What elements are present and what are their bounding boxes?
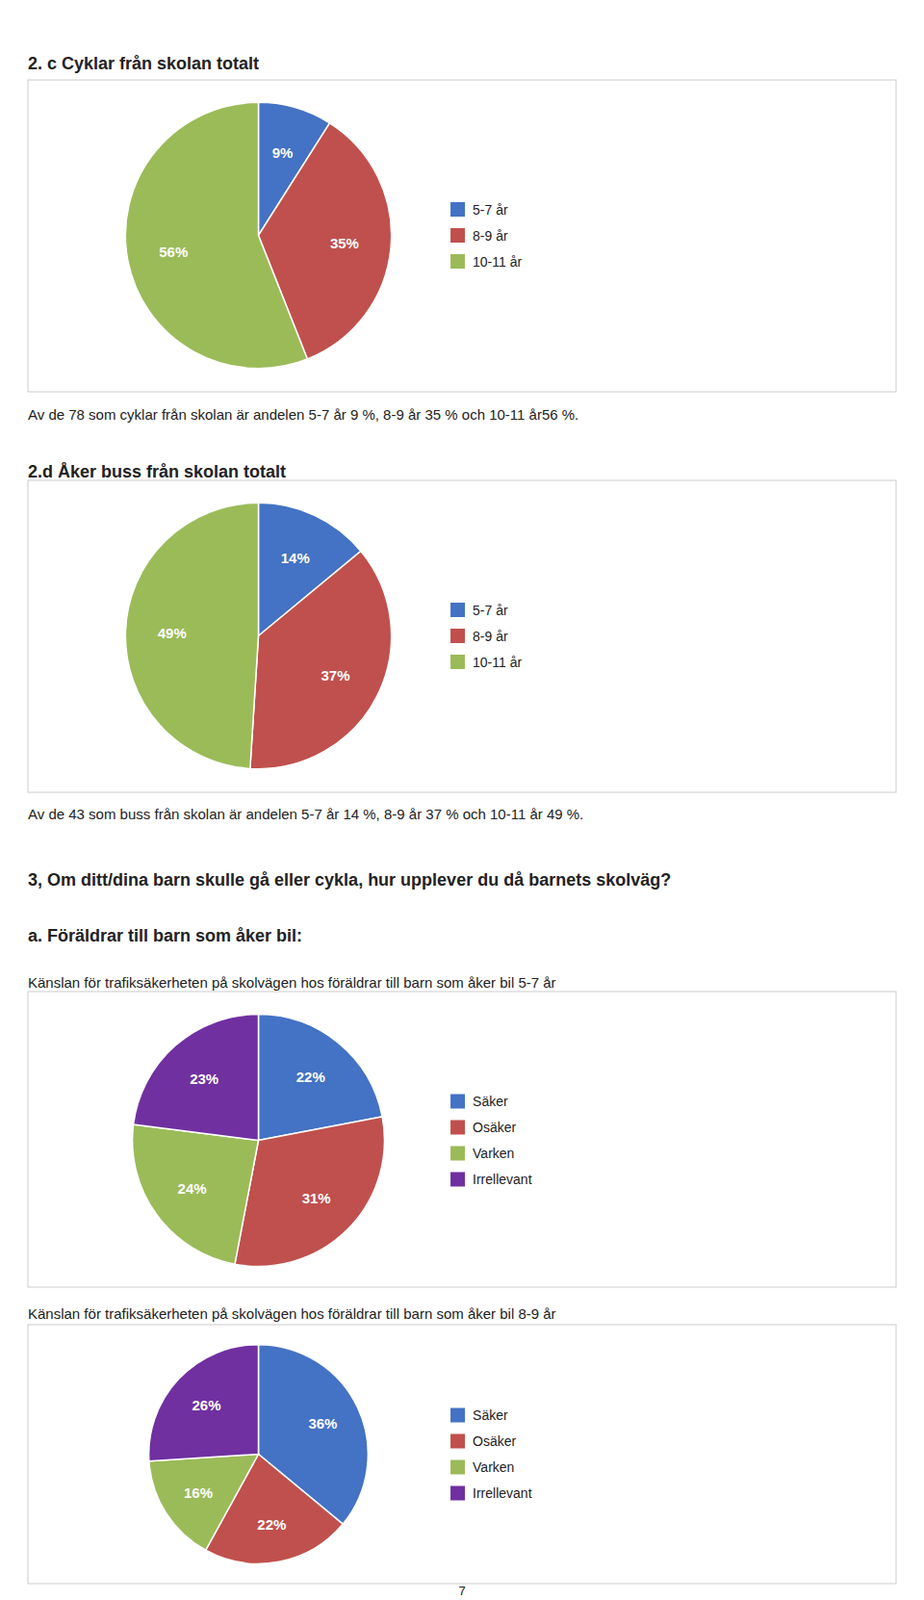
- pie-slices: [149, 1344, 369, 1565]
- legend-swatch: [450, 1434, 465, 1449]
- legend-swatch: [450, 1146, 465, 1161]
- legend-swatch: [450, 254, 465, 269]
- data-label: 24%: [178, 1180, 207, 1197]
- legend: Säker Osäker Varken Irrellevant: [450, 1093, 533, 1187]
- pie-slice: [149, 1344, 259, 1462]
- pie-slices: [125, 102, 391, 368]
- legend-swatch: [450, 654, 465, 669]
- data-label: 16%: [183, 1484, 213, 1501]
- legend-swatch: [450, 602, 465, 617]
- data-label: 26%: [192, 1396, 222, 1413]
- legend-label: 5-7 år: [472, 602, 509, 618]
- chart-frame: [27, 1324, 897, 1584]
- section-title: 2.d Åker buss från skolan totalt: [27, 462, 286, 482]
- legend-label: 5-7 år: [472, 202, 509, 218]
- chart-frame: [27, 480, 897, 793]
- legend-label: 8-9 år: [472, 628, 509, 644]
- legend-label: 8-9 år: [472, 228, 509, 244]
- legend-swatch: [450, 1408, 465, 1423]
- pie-slice: [132, 1124, 259, 1264]
- legend-label: Osäker: [472, 1119, 516, 1135]
- data-label: 9%: [272, 144, 294, 161]
- pie-slice: [149, 1454, 259, 1551]
- legend-label: Säker: [472, 1407, 509, 1423]
- legend: Säker Osäker Varken Irrellevant: [450, 1407, 533, 1501]
- data-label: 37%: [320, 667, 350, 684]
- caption: Av de 78 som cyklar från skolan är andel…: [27, 406, 579, 423]
- page-number: 7: [458, 1583, 465, 1598]
- pie-chart: 2. c Cyklar från skolan totalt 9% 35% 56% 5-…: [27, 53, 897, 423]
- pie-slices: [132, 1014, 385, 1267]
- data-label: 22%: [296, 1068, 326, 1085]
- pie-slice: [133, 1014, 259, 1141]
- legend-swatch: [450, 228, 465, 243]
- chart-frame: [27, 79, 897, 392]
- pie-chart: Känslan för trafiksäkerheten på skolväge…: [27, 974, 897, 1287]
- data-label: 31%: [302, 1189, 332, 1207]
- pie-chart: Känslan för trafiksäkerheten på skolväge…: [27, 1305, 897, 1584]
- legend-swatch: [450, 628, 465, 643]
- legend: 5-7 år 8-9 år 10-11 år: [450, 602, 522, 670]
- data-label: 22%: [256, 1515, 286, 1533]
- section-heading: 3, Om ditt/dina barn skulle gå eller cyk…: [27, 870, 671, 890]
- data-label: 14%: [281, 549, 310, 566]
- pie-slice: [125, 102, 308, 368]
- legend-swatch: [450, 1094, 465, 1109]
- legend-swatch: [450, 1486, 465, 1501]
- legend: 5-7 år 8-9 år 10-11 år: [450, 202, 522, 270]
- data-label: 35%: [330, 234, 360, 252]
- chart-subtitle: Känslan för trafiksäkerheten på skolväge…: [27, 974, 557, 991]
- legend-swatch: [450, 202, 465, 217]
- section-heading: a. Föräldrar till barn som åker bil:: [27, 925, 303, 946]
- legend-label: Säker: [472, 1093, 509, 1109]
- legend-label: 10-11 år: [472, 654, 522, 670]
- pie-slice: [125, 502, 258, 769]
- caption: Av de 43 som buss från skolan är andelen…: [27, 805, 584, 822]
- legend-label: Varken: [472, 1459, 514, 1475]
- chart-frame: [27, 991, 897, 1287]
- pie-chart: 2.d Åker buss från skolan totalt 14% 37% 49…: [27, 462, 897, 822]
- pie-slice: [250, 550, 392, 769]
- data-label: 36%: [308, 1414, 337, 1432]
- page: 2. c Cyklar från skolan totalt 9% 35% 56% 5-…: [0, 0, 924, 1600]
- chart-subtitle: Känslan för trafiksäkerheten på skolväge…: [27, 1305, 557, 1322]
- section-title: 2. c Cyklar från skolan totalt: [27, 53, 259, 74]
- legend-label: Irrellevant: [472, 1171, 533, 1187]
- legend-swatch: [450, 1172, 465, 1187]
- legend-label: Varken: [472, 1145, 514, 1161]
- pie-slices: [125, 502, 391, 769]
- legend-swatch: [450, 1460, 465, 1475]
- data-label: 56%: [158, 243, 188, 260]
- data-label: 49%: [157, 624, 187, 642]
- legend-label: 10-11 år: [472, 254, 522, 270]
- legend-label: Osäker: [472, 1433, 516, 1449]
- legend-swatch: [450, 1120, 465, 1135]
- data-label: 23%: [189, 1070, 219, 1087]
- legend-label: Irrellevant: [472, 1485, 533, 1501]
